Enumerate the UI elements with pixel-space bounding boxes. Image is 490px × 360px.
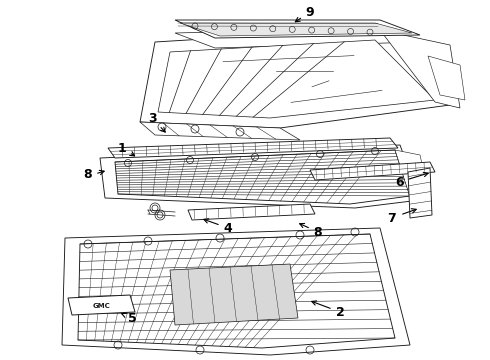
Polygon shape: [175, 28, 420, 48]
Polygon shape: [408, 168, 432, 218]
Polygon shape: [175, 20, 420, 38]
Polygon shape: [78, 234, 395, 348]
Polygon shape: [180, 23, 412, 36]
Polygon shape: [310, 162, 435, 180]
Text: GMC: GMC: [92, 303, 110, 309]
Polygon shape: [395, 150, 430, 200]
Text: 4: 4: [204, 219, 232, 234]
Polygon shape: [100, 145, 420, 208]
Text: 6: 6: [395, 172, 428, 189]
Polygon shape: [428, 56, 465, 100]
Polygon shape: [68, 295, 135, 315]
Polygon shape: [140, 122, 300, 140]
Polygon shape: [170, 264, 298, 325]
Text: 5: 5: [122, 311, 136, 324]
Text: 2: 2: [312, 301, 344, 319]
Text: 7: 7: [388, 212, 396, 225]
Text: 9: 9: [295, 5, 314, 22]
Text: 1: 1: [118, 141, 135, 156]
Text: 3: 3: [147, 112, 165, 132]
Text: 8: 8: [300, 224, 322, 239]
Polygon shape: [380, 30, 460, 108]
Polygon shape: [62, 228, 410, 355]
Polygon shape: [108, 138, 398, 158]
Text: 8: 8: [84, 167, 92, 180]
Polygon shape: [115, 150, 410, 204]
Polygon shape: [188, 204, 315, 220]
Polygon shape: [158, 40, 435, 118]
Polygon shape: [140, 28, 450, 128]
